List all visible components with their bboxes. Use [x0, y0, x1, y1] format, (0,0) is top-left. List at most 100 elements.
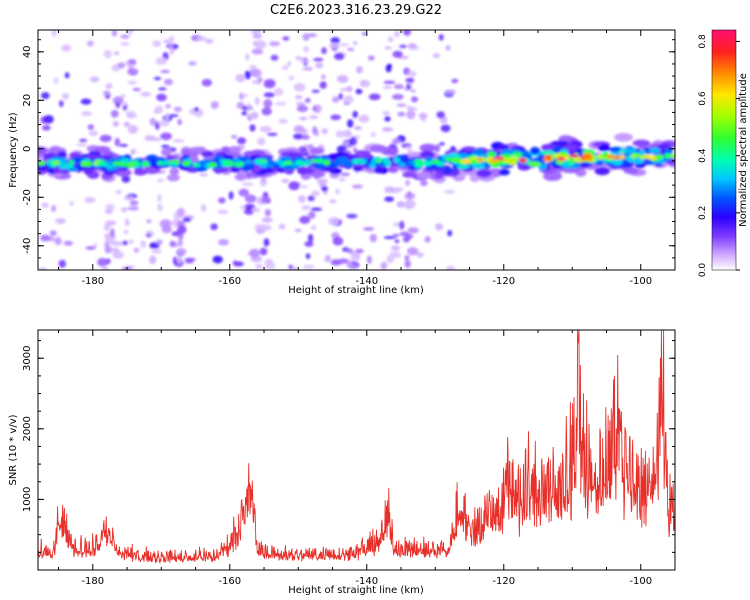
ridge-blob	[47, 146, 61, 155]
noise-blob	[404, 255, 410, 261]
noise-blob	[309, 115, 319, 119]
ridge-blob	[476, 169, 492, 178]
noise-blob	[128, 239, 134, 245]
spectrogram-frame	[37, 29, 676, 271]
ridge-blob	[419, 143, 437, 153]
noise-blob	[311, 190, 320, 197]
noise-blob	[251, 207, 261, 213]
ridge-blob	[582, 152, 593, 159]
noise-blob	[237, 137, 247, 145]
noise-blob	[200, 204, 207, 212]
noise-blob	[282, 65, 289, 70]
noise-blob	[263, 99, 273, 108]
noise-blob	[123, 121, 130, 127]
y-tick-label: 40	[22, 45, 33, 58]
noise-blob	[101, 266, 109, 270]
noise-blob	[332, 236, 344, 246]
noise-blob	[313, 57, 324, 62]
noise-blob	[105, 83, 113, 90]
noise-blob	[261, 217, 273, 223]
noise-blob	[387, 36, 394, 43]
noise-blob	[343, 129, 352, 138]
noise-blob	[121, 207, 127, 213]
ridge-blob	[376, 158, 382, 164]
noise-blob	[69, 201, 74, 206]
noise-blob	[195, 36, 207, 42]
noise-blob	[260, 178, 266, 182]
noise-blob	[370, 132, 376, 138]
noise-blob	[293, 125, 305, 133]
noise-blob	[172, 139, 185, 143]
noise-blob	[258, 77, 264, 82]
noise-blob	[328, 42, 341, 49]
x-tick-label: -120	[492, 576, 515, 587]
noise-blob	[161, 144, 170, 148]
noise-blob	[173, 106, 182, 113]
noise-blob	[117, 62, 126, 69]
ridge-blob	[489, 158, 500, 163]
noise-blob	[318, 183, 327, 187]
noise-blob	[297, 195, 306, 203]
noise-blob	[346, 264, 358, 268]
noise-blob	[119, 143, 128, 147]
noise-blob	[140, 240, 147, 249]
ridge-blob	[671, 153, 675, 159]
noise-blob	[58, 100, 64, 108]
noise-blob	[157, 203, 163, 212]
noise-blob	[299, 59, 311, 64]
snr-xlabel: Height of straight line (km)	[288, 585, 424, 596]
noise-blob	[432, 53, 441, 59]
ridge-blob	[542, 150, 555, 156]
ridge-blob	[383, 160, 392, 166]
noise-blob	[259, 126, 272, 133]
spectrogram-ylabel: Frequency (Hz)	[8, 112, 19, 188]
noise-blob	[335, 130, 346, 138]
noise-blob	[440, 124, 451, 133]
noise-blob	[397, 111, 406, 117]
noise-blob	[133, 247, 140, 253]
noise-blob	[274, 87, 284, 96]
ridge-blob	[655, 154, 664, 160]
noise-blob	[212, 255, 223, 264]
ridge-blob	[355, 150, 371, 156]
ridge-blob	[242, 165, 250, 172]
ridge-blob	[208, 162, 218, 168]
ridge-blob	[68, 159, 75, 165]
ridge-blob	[38, 160, 46, 166]
noise-blob	[41, 202, 49, 209]
noise-blob	[242, 182, 254, 186]
noise-blob	[205, 39, 214, 44]
noise-blob	[58, 259, 66, 268]
noise-blob	[288, 264, 294, 270]
colorbar: 0.0 0.2 0.4 0.6 0.8 Normalized spectral ampl…	[698, 29, 749, 277]
noise-blob	[251, 111, 259, 120]
noise-blob	[391, 93, 404, 100]
noise-blob	[321, 128, 328, 135]
noise-blob	[63, 240, 74, 246]
noise-blob	[115, 190, 122, 195]
ridge-blob	[469, 173, 480, 183]
ridge-blob	[38, 164, 50, 171]
noise-blob	[53, 77, 59, 84]
noise-blob	[163, 39, 171, 43]
ridge-blob	[304, 159, 311, 165]
noise-blob	[264, 258, 273, 265]
noise-blob	[350, 253, 361, 262]
ridge-blob	[624, 147, 638, 154]
ridge-blob	[639, 149, 646, 156]
noise-blob	[111, 241, 123, 247]
noise-blob	[80, 98, 92, 105]
ridge-blob	[451, 158, 462, 164]
spectrogram-panel: -180 -160 -140 -120 -100 -40 -20 0 20 40 Height o…	[8, 29, 676, 296]
ridge-blob	[424, 156, 433, 162]
spectrogram-axes: -180 -160 -140 -120 -100 -40 -20 0 20 40	[22, 30, 676, 287]
noise-blob	[403, 30, 411, 36]
noise-blob	[418, 112, 428, 120]
noise-blob	[324, 254, 331, 263]
ridge-blob	[476, 157, 483, 163]
noise-blob	[312, 126, 318, 135]
noise-blob	[112, 96, 124, 105]
ridge-blob	[85, 162, 92, 167]
noise-blob	[383, 236, 396, 239]
ridge-blob	[357, 158, 367, 165]
